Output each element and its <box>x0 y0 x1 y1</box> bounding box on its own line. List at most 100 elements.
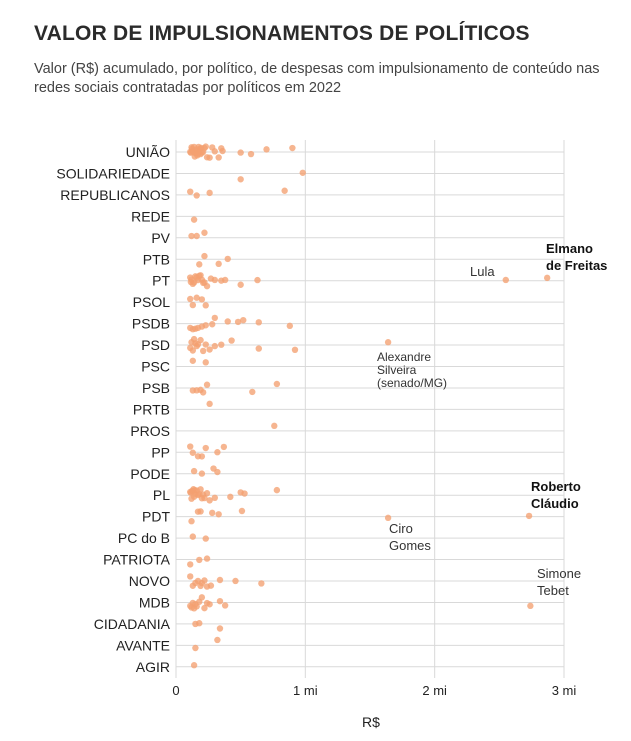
category-label: PL <box>153 487 170 503</box>
data-point <box>202 322 209 329</box>
category-label: AVANTE <box>116 637 170 653</box>
data-point <box>187 573 194 580</box>
data-point <box>196 620 203 627</box>
data-point <box>193 294 200 301</box>
data-point <box>218 341 225 348</box>
data-point <box>211 148 218 155</box>
data-point <box>216 597 224 605</box>
data-point <box>211 342 218 350</box>
data-point <box>240 316 247 324</box>
data-point <box>201 604 208 612</box>
data-point <box>202 359 209 366</box>
data-point <box>202 302 209 309</box>
data-point <box>188 518 195 525</box>
data-point <box>190 467 198 475</box>
data-point <box>224 255 231 263</box>
data-point <box>202 341 209 348</box>
data-point <box>214 468 221 476</box>
data-point <box>502 276 509 284</box>
data-point <box>202 143 209 150</box>
data-point <box>188 232 195 240</box>
category-label: PT <box>152 273 170 289</box>
data-point <box>201 494 208 502</box>
data-point <box>206 601 213 608</box>
data-point <box>221 276 229 284</box>
data-point <box>201 577 208 584</box>
category-label: PSD <box>141 337 170 353</box>
data-point <box>211 314 218 322</box>
category-label: PSOL <box>133 294 171 310</box>
data-point <box>197 508 204 515</box>
data-point <box>224 318 231 325</box>
annotation-label: de Freitas <box>546 258 607 273</box>
data-point <box>237 149 244 156</box>
data-point <box>241 490 248 497</box>
category-label: CIDADANIA <box>94 616 171 632</box>
data-point <box>214 636 221 644</box>
data-point <box>227 493 234 501</box>
data-point <box>198 453 206 460</box>
category-label: REDE <box>131 208 170 224</box>
data-point <box>189 347 197 354</box>
data-point <box>220 443 228 451</box>
data-point <box>286 322 294 330</box>
data-point <box>273 486 281 494</box>
annotation-label: (senado/MG) <box>377 376 447 390</box>
data-point <box>203 490 211 497</box>
data-point <box>198 594 206 601</box>
data-point <box>237 176 244 183</box>
data-point <box>525 512 533 520</box>
annotation-label: Tebet <box>537 583 569 598</box>
data-point <box>247 150 255 158</box>
data-point <box>238 507 246 515</box>
data-point <box>203 555 211 562</box>
data-point <box>189 301 197 309</box>
data-point <box>206 497 213 504</box>
data-point <box>384 339 392 346</box>
data-point <box>196 261 203 268</box>
data-point <box>189 533 197 540</box>
data-point <box>255 319 262 326</box>
category-label: REPUBLICANOS <box>60 187 170 203</box>
data-point <box>196 556 203 564</box>
data-point <box>221 602 229 609</box>
data-point <box>187 295 194 303</box>
category-label: MDB <box>139 594 170 610</box>
x-tick-label: 3 mi <box>552 683 577 698</box>
annotation-label: Cláudio <box>531 496 579 511</box>
category-label: PTB <box>143 251 170 267</box>
annotation-label: Roberto <box>531 479 581 494</box>
data-point <box>237 281 244 288</box>
category-label: NOVO <box>129 573 170 589</box>
data-point <box>215 511 222 518</box>
x-tick-label: 1 mi <box>293 683 318 698</box>
data-point <box>249 388 256 396</box>
data-point <box>199 389 207 396</box>
category-label: PRTB <box>133 401 170 417</box>
category-label: PDT <box>142 509 170 525</box>
data-point <box>214 449 221 456</box>
annotation-label: Alexandre <box>377 350 431 364</box>
data-point <box>201 229 208 236</box>
data-point <box>384 514 392 522</box>
data-point <box>258 580 265 587</box>
category-label: PSC <box>141 359 170 375</box>
data-point <box>199 347 207 355</box>
data-point <box>209 321 216 328</box>
data-point <box>291 346 299 354</box>
annotation-label: Gomes <box>389 538 431 553</box>
annotation-label: Elmano <box>546 241 593 256</box>
data-point <box>281 187 288 194</box>
data-point <box>189 357 197 364</box>
data-point <box>215 260 222 268</box>
category-label: PSB <box>142 380 170 396</box>
data-point <box>203 381 211 388</box>
category-label: SOLIDARIEDADE <box>56 165 170 181</box>
category-label: UNIÃO <box>126 144 170 160</box>
data-point <box>254 276 261 284</box>
category-label: PSDB <box>132 316 170 332</box>
data-point <box>190 662 198 669</box>
category-label: PODE <box>130 466 170 482</box>
data-point <box>216 625 224 632</box>
data-point <box>197 486 204 493</box>
